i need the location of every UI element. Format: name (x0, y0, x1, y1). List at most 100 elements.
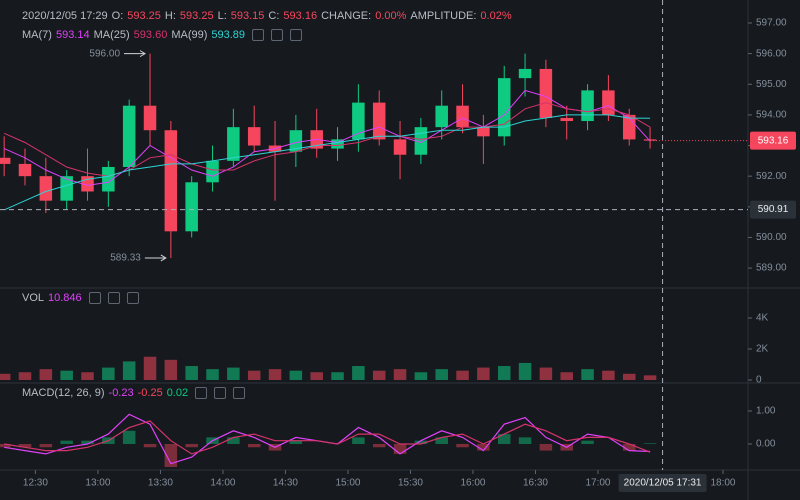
crosshair-time-tag (618, 474, 707, 492)
candle-body (539, 68, 553, 118)
volume-bar (81, 372, 94, 380)
candle-body (477, 127, 490, 137)
volume-bar (435, 369, 448, 380)
x-tick-label: 15:00 (335, 478, 360, 489)
volume-bar (497, 366, 511, 380)
candle-body (602, 90, 615, 115)
candle-body (143, 105, 157, 131)
value: 593.25 (179, 10, 214, 22)
label: O: (111, 10, 124, 22)
macd-legend: MACD(12, 26, 9) -0.23 -0.25 0.02 (22, 387, 246, 399)
candle-body (352, 102, 365, 140)
volume-bar (560, 372, 573, 380)
candle-body (206, 160, 219, 183)
macd-histogram (227, 437, 240, 444)
y-tick-label: 1.00 (756, 406, 776, 417)
x-tick-label: 15:30 (398, 478, 423, 489)
volume-bar (352, 366, 365, 380)
y-tick-label: 594.00 (756, 110, 787, 121)
x-tick-label: 17:00 (585, 478, 610, 489)
crosshair-tag (750, 200, 796, 219)
panel-title: VOL (22, 292, 45, 304)
ma-line (3, 114, 651, 211)
macd-histogram (60, 440, 73, 444)
annotation-arrowhead (139, 50, 146, 58)
ma-line (3, 89, 651, 186)
ma-value: 593.89 (211, 29, 246, 41)
value: 593.25 (127, 10, 161, 22)
y-tick-label: 589.00 (756, 263, 787, 274)
volume-bar (18, 372, 32, 380)
legend-icon[interactable] (290, 29, 303, 41)
candle-body (289, 130, 303, 152)
candle-body (456, 105, 469, 128)
macd-histogram (185, 443, 198, 448)
legend-icon[interactable] (107, 292, 120, 304)
x-tick-label: 13:30 (148, 478, 173, 489)
macd-histogram (352, 437, 365, 444)
legend-icon[interactable] (271, 29, 284, 41)
macd-histogram (518, 437, 532, 444)
candle-body (164, 130, 178, 232)
macd-histogram (372, 443, 386, 448)
macd-histogram (539, 443, 553, 451)
label: H: (164, 10, 176, 22)
candle-body (435, 105, 448, 128)
y-tick-label: 597.00 (756, 18, 787, 29)
legend-icon[interactable] (233, 387, 246, 399)
last-price-tag (750, 131, 796, 150)
ma-name: MA(25) (93, 29, 130, 41)
legend-icon[interactable] (126, 292, 139, 304)
panel-title: MACD(12, 26, 9) (22, 387, 105, 399)
last-price-label: 593.16 (758, 135, 789, 146)
macd-histogram (143, 443, 157, 448)
volume-bar (581, 369, 594, 380)
macd-histogram (18, 443, 32, 448)
volume-bar (289, 370, 303, 380)
x-tick-label: 16:00 (460, 478, 485, 489)
value: 593.15 (230, 10, 265, 22)
panel-value: -0.23 (108, 387, 134, 399)
y-tick-label: 596.00 (756, 48, 787, 59)
candle-body (39, 176, 53, 201)
annotation-arrowhead (160, 254, 167, 262)
volume-bar (414, 372, 428, 380)
legend-icon[interactable] (88, 292, 101, 304)
x-tick-label: 14:00 (210, 478, 235, 489)
macd-histogram (622, 443, 636, 451)
ma-value: 593.60 (133, 29, 168, 41)
candle-body (518, 68, 532, 79)
macd-histogram (456, 443, 469, 448)
crosshair-time: 2020/12/05 17:31 (624, 478, 702, 489)
ma-name: MA(99) (171, 29, 208, 41)
volume-bar (539, 367, 553, 380)
y-tick-label: 4K (756, 313, 769, 324)
candle-body (0, 157, 11, 164)
volume-bar (643, 375, 657, 380)
y-tick-label: 595.00 (756, 79, 787, 90)
x-tick-label: 13:00 (85, 478, 110, 489)
y-tick-label: 0 (756, 375, 762, 386)
volume-bar (331, 372, 344, 380)
volume-bar (0, 373, 11, 380)
macd-histogram (39, 443, 53, 448)
legend-icon[interactable] (252, 29, 265, 41)
ma-value: 593.14 (55, 29, 90, 41)
candle-body (393, 139, 407, 155)
legend-icon[interactable] (195, 387, 208, 399)
volume-bar (268, 369, 282, 380)
ohlc-header: 2020/12/05 17:29 O: 593.25 H: 593.25 L: 593… (22, 10, 512, 22)
candle-body (227, 127, 240, 161)
macd-histogram (477, 443, 490, 451)
volume-bar (310, 372, 323, 380)
volume-bar (143, 356, 157, 380)
legend-icon[interactable] (214, 387, 227, 399)
annotation: 589.33 (110, 253, 141, 264)
macd-histogram (393, 443, 407, 454)
volume-bar (39, 369, 53, 380)
candle-body (185, 182, 198, 232)
candle-body (247, 127, 261, 146)
macd-histogram (581, 440, 594, 444)
crosshair-price: 590.91 (758, 204, 789, 215)
